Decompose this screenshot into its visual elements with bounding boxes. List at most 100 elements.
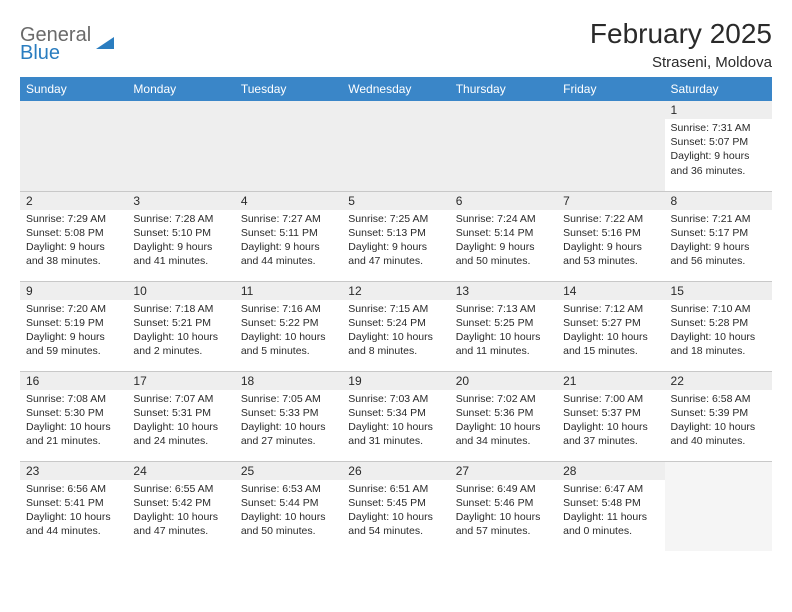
sunset-line: Sunset: 5:46 PM xyxy=(456,496,551,510)
daylight-line: Daylight: 10 hours and 50 minutes. xyxy=(241,510,336,538)
day-header: Wednesday xyxy=(342,77,449,101)
day-cell: 4Sunrise: 7:27 AMSunset: 5:11 PMDaylight… xyxy=(235,191,342,281)
logo-word-blue: Blue xyxy=(20,44,91,62)
day-number: 11 xyxy=(235,282,342,300)
day-cell: 12Sunrise: 7:15 AMSunset: 5:24 PMDayligh… xyxy=(342,281,449,371)
daylight-line: Daylight: 10 hours and 2 minutes. xyxy=(133,330,228,358)
sunset-line: Sunset: 5:11 PM xyxy=(241,226,336,240)
day-header: Tuesday xyxy=(235,77,342,101)
day-body: Sunrise: 7:21 AMSunset: 5:17 PMDaylight:… xyxy=(665,210,772,271)
sunset-line: Sunset: 5:22 PM xyxy=(241,316,336,330)
day-body: Sunrise: 7:22 AMSunset: 5:16 PMDaylight:… xyxy=(557,210,664,271)
day-cell: 15Sunrise: 7:10 AMSunset: 5:28 PMDayligh… xyxy=(665,281,772,371)
day-number: 24 xyxy=(127,462,234,480)
sunrise-line: Sunrise: 7:10 AM xyxy=(671,302,766,316)
day-body: Sunrise: 7:18 AMSunset: 5:21 PMDaylight:… xyxy=(127,300,234,361)
sunrise-line: Sunrise: 7:28 AM xyxy=(133,212,228,226)
day-number: 19 xyxy=(342,372,449,390)
sunset-line: Sunset: 5:31 PM xyxy=(133,406,228,420)
daylight-line: Daylight: 10 hours and 40 minutes. xyxy=(671,420,766,448)
day-cell: 20Sunrise: 7:02 AMSunset: 5:36 PMDayligh… xyxy=(450,371,557,461)
day-header: Saturday xyxy=(665,77,772,101)
day-number: 8 xyxy=(665,192,772,210)
calendar-table: Sunday Monday Tuesday Wednesday Thursday… xyxy=(20,77,772,551)
day-body: Sunrise: 7:25 AMSunset: 5:13 PMDaylight:… xyxy=(342,210,449,271)
daylight-line: Daylight: 10 hours and 5 minutes. xyxy=(241,330,336,358)
day-header: Thursday xyxy=(450,77,557,101)
daylight-line: Daylight: 9 hours and 38 minutes. xyxy=(26,240,121,268)
daylight-line: Daylight: 9 hours and 41 minutes. xyxy=(133,240,228,268)
sunrise-line: Sunrise: 7:15 AM xyxy=(348,302,443,316)
day-number: 15 xyxy=(665,282,772,300)
daylight-line: Daylight: 9 hours and 59 minutes. xyxy=(26,330,121,358)
day-body: Sunrise: 6:47 AMSunset: 5:48 PMDaylight:… xyxy=(557,480,664,541)
day-cell: 27Sunrise: 6:49 AMSunset: 5:46 PMDayligh… xyxy=(450,461,557,551)
day-cell: 23Sunrise: 6:56 AMSunset: 5:41 PMDayligh… xyxy=(20,461,127,551)
sunset-line: Sunset: 5:10 PM xyxy=(133,226,228,240)
sunrise-line: Sunrise: 6:56 AM xyxy=(26,482,121,496)
day-cell xyxy=(342,101,449,191)
day-cell: 28Sunrise: 6:47 AMSunset: 5:48 PMDayligh… xyxy=(557,461,664,551)
sunset-line: Sunset: 5:33 PM xyxy=(241,406,336,420)
month-title: February 2025 xyxy=(590,18,772,50)
sunset-line: Sunset: 5:30 PM xyxy=(26,406,121,420)
day-cell: 7Sunrise: 7:22 AMSunset: 5:16 PMDaylight… xyxy=(557,191,664,281)
sunset-line: Sunset: 5:37 PM xyxy=(563,406,658,420)
day-body: Sunrise: 7:05 AMSunset: 5:33 PMDaylight:… xyxy=(235,390,342,451)
day-body: Sunrise: 7:10 AMSunset: 5:28 PMDaylight:… xyxy=(665,300,772,361)
daylight-line: Daylight: 10 hours and 57 minutes. xyxy=(456,510,551,538)
day-cell: 18Sunrise: 7:05 AMSunset: 5:33 PMDayligh… xyxy=(235,371,342,461)
sunset-line: Sunset: 5:14 PM xyxy=(456,226,551,240)
day-cell xyxy=(20,101,127,191)
day-number: 9 xyxy=(20,282,127,300)
day-cell: 19Sunrise: 7:03 AMSunset: 5:34 PMDayligh… xyxy=(342,371,449,461)
logo-text-block: General Blue xyxy=(20,26,91,62)
day-number: 28 xyxy=(557,462,664,480)
day-cell: 8Sunrise: 7:21 AMSunset: 5:17 PMDaylight… xyxy=(665,191,772,281)
day-body: Sunrise: 6:49 AMSunset: 5:46 PMDaylight:… xyxy=(450,480,557,541)
sunrise-line: Sunrise: 6:58 AM xyxy=(671,392,766,406)
day-cell: 17Sunrise: 7:07 AMSunset: 5:31 PMDayligh… xyxy=(127,371,234,461)
day-cell xyxy=(665,461,772,551)
day-cell: 11Sunrise: 7:16 AMSunset: 5:22 PMDayligh… xyxy=(235,281,342,371)
day-number: 5 xyxy=(342,192,449,210)
daylight-line: Daylight: 10 hours and 15 minutes. xyxy=(563,330,658,358)
day-cell: 14Sunrise: 7:12 AMSunset: 5:27 PMDayligh… xyxy=(557,281,664,371)
day-cell: 2Sunrise: 7:29 AMSunset: 5:08 PMDaylight… xyxy=(20,191,127,281)
day-body: Sunrise: 7:08 AMSunset: 5:30 PMDaylight:… xyxy=(20,390,127,451)
day-number: 21 xyxy=(557,372,664,390)
sunset-line: Sunset: 5:13 PM xyxy=(348,226,443,240)
day-body: Sunrise: 6:55 AMSunset: 5:42 PMDaylight:… xyxy=(127,480,234,541)
day-body: Sunrise: 6:58 AMSunset: 5:39 PMDaylight:… xyxy=(665,390,772,451)
week-row: 23Sunrise: 6:56 AMSunset: 5:41 PMDayligh… xyxy=(20,461,772,551)
week-row: 2Sunrise: 7:29 AMSunset: 5:08 PMDaylight… xyxy=(20,191,772,281)
daylight-line: Daylight: 10 hours and 34 minutes. xyxy=(456,420,551,448)
sunset-line: Sunset: 5:21 PM xyxy=(133,316,228,330)
day-cell xyxy=(127,101,234,191)
day-number: 13 xyxy=(450,282,557,300)
daylight-line: Daylight: 9 hours and 53 minutes. xyxy=(563,240,658,268)
sunset-line: Sunset: 5:44 PM xyxy=(241,496,336,510)
day-cell xyxy=(235,101,342,191)
day-number: 26 xyxy=(342,462,449,480)
sunrise-line: Sunrise: 7:24 AM xyxy=(456,212,551,226)
day-number: 22 xyxy=(665,372,772,390)
sunset-line: Sunset: 5:34 PM xyxy=(348,406,443,420)
daylight-line: Daylight: 10 hours and 44 minutes. xyxy=(26,510,121,538)
sunrise-line: Sunrise: 7:00 AM xyxy=(563,392,658,406)
sunset-line: Sunset: 5:39 PM xyxy=(671,406,766,420)
day-body: Sunrise: 6:51 AMSunset: 5:45 PMDaylight:… xyxy=(342,480,449,541)
day-body: Sunrise: 7:00 AMSunset: 5:37 PMDaylight:… xyxy=(557,390,664,451)
sunrise-line: Sunrise: 6:55 AM xyxy=(133,482,228,496)
week-row: 16Sunrise: 7:08 AMSunset: 5:30 PMDayligh… xyxy=(20,371,772,461)
sunrise-line: Sunrise: 7:25 AM xyxy=(348,212,443,226)
sunrise-line: Sunrise: 7:12 AM xyxy=(563,302,658,316)
sunset-line: Sunset: 5:48 PM xyxy=(563,496,658,510)
sunrise-line: Sunrise: 6:53 AM xyxy=(241,482,336,496)
day-cell: 25Sunrise: 6:53 AMSunset: 5:44 PMDayligh… xyxy=(235,461,342,551)
day-body: Sunrise: 7:07 AMSunset: 5:31 PMDaylight:… xyxy=(127,390,234,451)
sunrise-line: Sunrise: 7:22 AM xyxy=(563,212,658,226)
day-number: 20 xyxy=(450,372,557,390)
sunset-line: Sunset: 5:08 PM xyxy=(26,226,121,240)
day-cell: 24Sunrise: 6:55 AMSunset: 5:42 PMDayligh… xyxy=(127,461,234,551)
